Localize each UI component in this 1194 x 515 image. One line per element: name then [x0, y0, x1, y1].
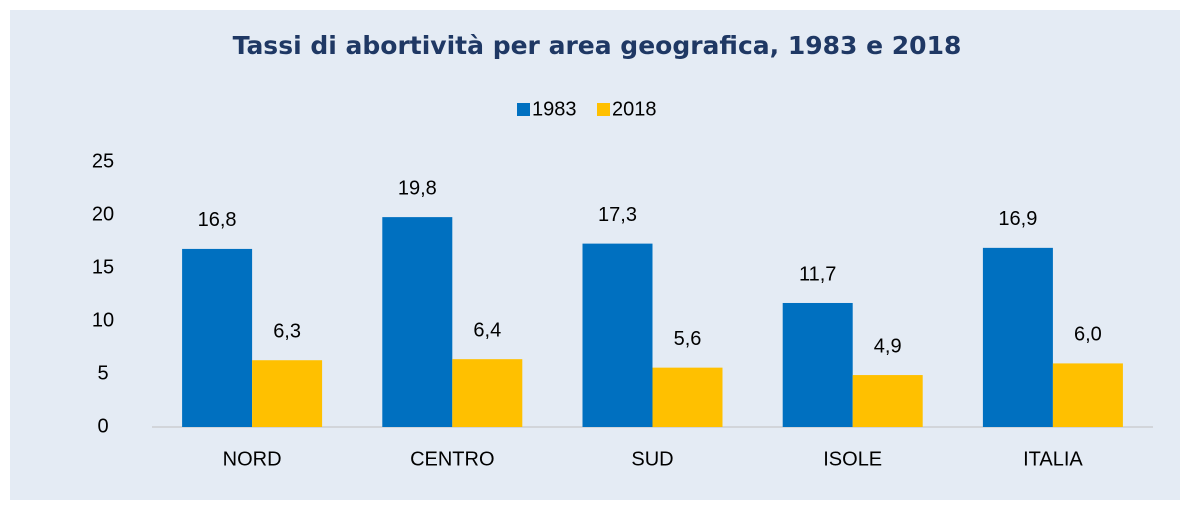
data-label: 6,0 [1074, 324, 1102, 346]
bar [652, 367, 723, 427]
bar [382, 217, 453, 427]
x-tick-label: CENTRO [410, 448, 494, 470]
data-label: 16,9 [998, 208, 1037, 230]
x-tick-label: ITALIA [1023, 448, 1083, 470]
chart-title: Tassi di abortività per area geografica,… [233, 31, 962, 60]
x-tick-label: SUD [631, 448, 673, 470]
data-label: 19,8 [398, 177, 437, 199]
data-label: 4,9 [874, 335, 902, 357]
bar [582, 243, 653, 427]
legend-label: 2018 [612, 98, 657, 120]
bar [852, 375, 923, 427]
bar [782, 302, 853, 427]
y-tick-label: 15 [92, 256, 114, 278]
bar [452, 359, 523, 427]
y-tick-label: 25 [92, 150, 114, 172]
data-label: 5,6 [674, 328, 702, 350]
data-label: 6,3 [273, 321, 301, 343]
bar [252, 360, 323, 427]
data-label: 11,7 [799, 263, 836, 285]
y-tick-label: 0 [97, 415, 108, 437]
legend-swatch [517, 103, 530, 116]
y-tick-label: 10 [92, 309, 114, 331]
data-label: 17,3 [598, 204, 637, 226]
legend-label: 1983 [532, 98, 577, 120]
bar [1052, 363, 1123, 427]
data-label: 16,8 [198, 209, 237, 231]
legend-swatch [597, 103, 610, 116]
x-tick-label: ISOLE [823, 448, 882, 470]
bar [182, 248, 253, 427]
y-tick-label: 5 [97, 362, 108, 384]
x-tick-label: NORD [223, 448, 282, 470]
y-tick-label: 20 [92, 203, 114, 225]
bar [982, 247, 1053, 427]
data-label: 6,4 [473, 319, 501, 341]
